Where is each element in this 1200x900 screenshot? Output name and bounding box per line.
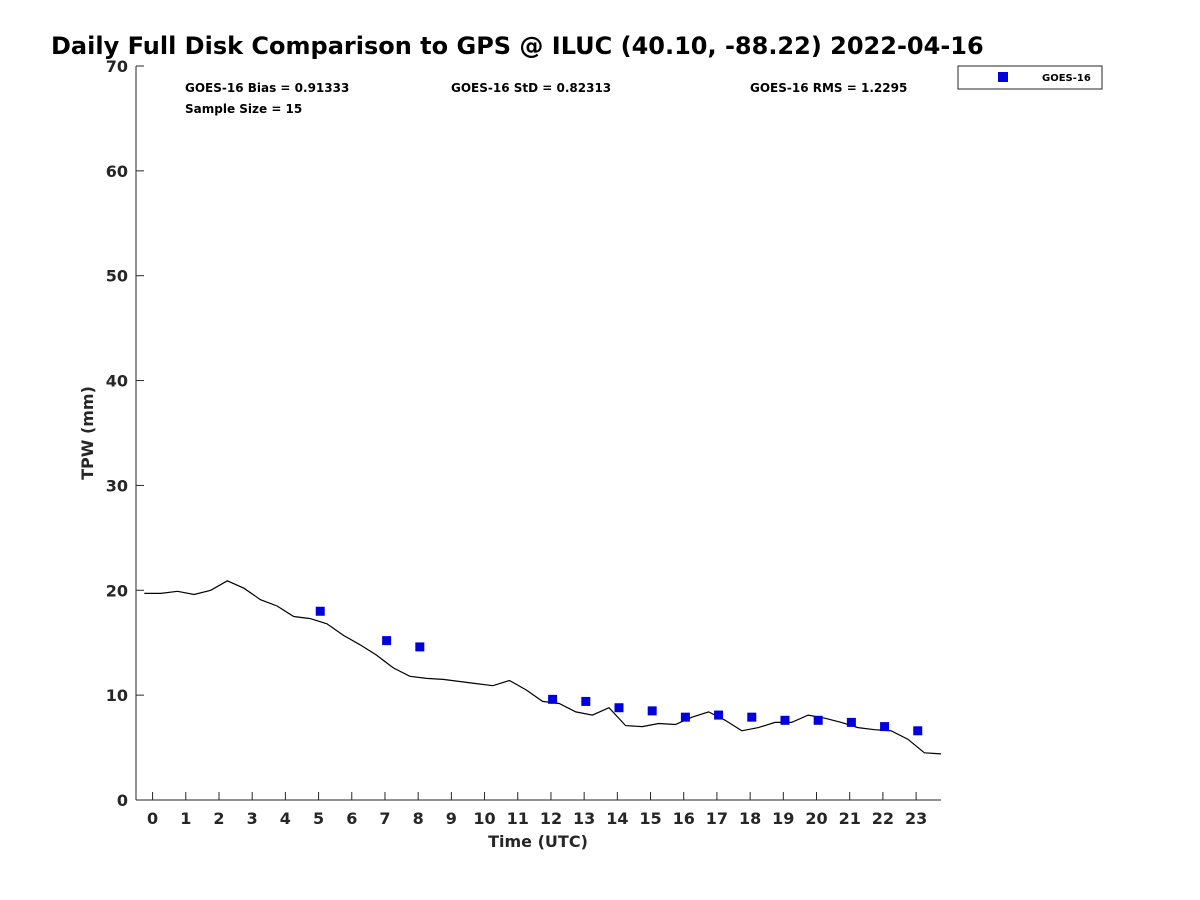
goes16-point xyxy=(647,706,657,716)
x-tick-label: 12 xyxy=(540,809,562,828)
gps-line xyxy=(144,580,942,755)
x-axis-label: Time (UTC) xyxy=(488,832,588,851)
goes16-point xyxy=(315,606,325,616)
goes16-point xyxy=(813,715,823,725)
x-tick-label: 13 xyxy=(573,809,595,828)
goes16-point xyxy=(581,696,591,706)
goes16-point xyxy=(714,710,724,720)
y-tick-label: 20 xyxy=(106,581,128,600)
x-tick-label: 6 xyxy=(346,809,357,828)
stat-rms: GOES-16 RMS = 1.2295 xyxy=(750,81,907,95)
x-tick-label: 17 xyxy=(706,809,728,828)
y-tick-label: 40 xyxy=(106,372,128,391)
goes16-point xyxy=(548,694,558,704)
x-tick-label: 0 xyxy=(147,809,158,828)
y-tick-label: 50 xyxy=(106,267,128,286)
x-tick-label: 19 xyxy=(772,809,794,828)
x-tick-label: 21 xyxy=(839,809,861,828)
legend: GOES-16 xyxy=(957,65,1103,90)
legend-label: GOES-16 xyxy=(1042,73,1091,84)
x-tick-label: 9 xyxy=(446,809,457,828)
goes16-point xyxy=(680,712,690,722)
x-tick-label: 16 xyxy=(673,809,695,828)
y-tick-label: 30 xyxy=(106,476,128,495)
y-tick-label: 60 xyxy=(106,162,128,181)
x-tick-label: 8 xyxy=(413,809,424,828)
goes16-point xyxy=(780,715,790,725)
x-tick-label: 14 xyxy=(606,809,628,828)
goes16-point xyxy=(846,717,856,727)
x-tick-label: 23 xyxy=(905,809,927,828)
legend-box xyxy=(957,65,1103,90)
x-tick-label: 10 xyxy=(473,809,495,828)
goes16-series xyxy=(315,606,923,736)
goes16-point xyxy=(614,703,624,713)
x-tick-label: 7 xyxy=(379,809,390,828)
x-tick-label: 4 xyxy=(280,809,291,828)
goes16-point xyxy=(913,726,923,736)
y-axis-label: TPW (mm) xyxy=(78,386,97,480)
x-tick-label: 1 xyxy=(180,809,191,828)
x-tick-label: 5 xyxy=(313,809,324,828)
stat-std: GOES-16 StD = 0.82313 xyxy=(451,81,611,95)
stat-bias: GOES-16 Bias = 0.91333 xyxy=(185,81,349,95)
goes16-point xyxy=(415,642,425,652)
chart-title: Daily Full Disk Comparison to GPS @ ILUC… xyxy=(51,32,984,60)
goes16-point xyxy=(880,722,890,732)
legend-marker xyxy=(998,72,1008,82)
x-tick-label: 22 xyxy=(872,809,894,828)
stat-sample-size: Sample Size = 15 xyxy=(185,102,302,116)
y-ticks: 0 10 20 30 40 50 60 70 xyxy=(106,57,144,810)
x-tick-label: 18 xyxy=(739,809,761,828)
y-tick-label: 70 xyxy=(106,57,128,76)
x-ticks: 0 1 2 3 4 5 6 7 8 9 10 11 12 13 14 15 16 17 18 19 20 21 22 23 xyxy=(147,792,927,828)
goes16-point xyxy=(382,636,392,646)
x-tick-label: 20 xyxy=(805,809,827,828)
x-tick-label: 15 xyxy=(639,809,661,828)
y-tick-label: 10 xyxy=(106,686,128,705)
x-tick-label: 11 xyxy=(507,809,529,828)
x-tick-label: 2 xyxy=(213,809,224,828)
x-tick-label: 3 xyxy=(247,809,258,828)
gps-series xyxy=(144,580,942,755)
y-tick-label: 0 xyxy=(117,791,128,810)
goes16-point xyxy=(747,712,757,722)
